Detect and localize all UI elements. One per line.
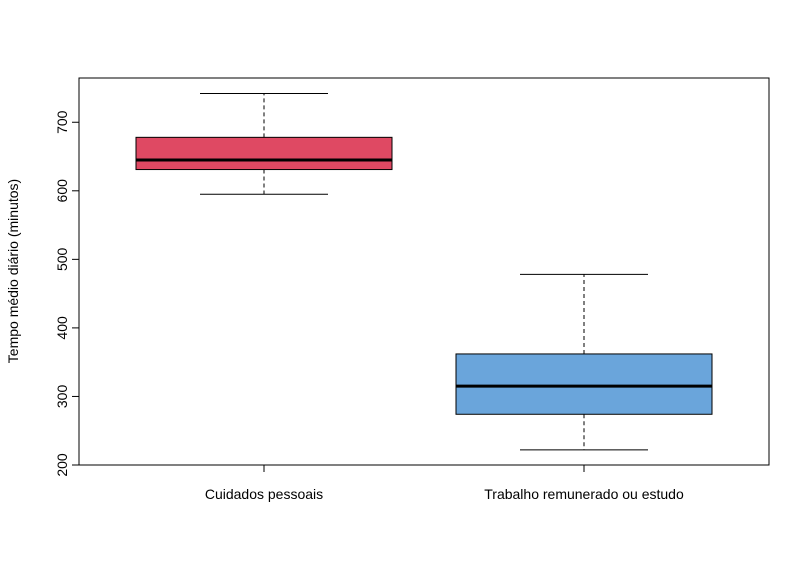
y-tick-label: 700 — [54, 110, 70, 134]
y-tick-label: 200 — [54, 453, 70, 477]
y-tick-label: 600 — [54, 179, 70, 203]
iqr-box — [135, 136, 393, 171]
iqr-box — [455, 353, 713, 415]
y-axis: 200 300 400 500 600 700 — [54, 110, 80, 477]
box-group — [455, 273, 713, 451]
box-group — [135, 92, 393, 195]
x-tick-label: Trabalho remunerado ou estudo — [484, 486, 684, 502]
y-axis-title: Tempo médio diário (minutos) — [5, 179, 21, 363]
x-tick-label: Cuidados pessoais — [205, 486, 323, 502]
x-axis: Cuidados pessoais Trabalho remunerado ou … — [205, 465, 684, 502]
y-tick-label: 300 — [54, 385, 70, 409]
y-tick-label: 500 — [54, 247, 70, 271]
y-tick-label: 400 — [54, 316, 70, 340]
boxes — [135, 92, 713, 451]
